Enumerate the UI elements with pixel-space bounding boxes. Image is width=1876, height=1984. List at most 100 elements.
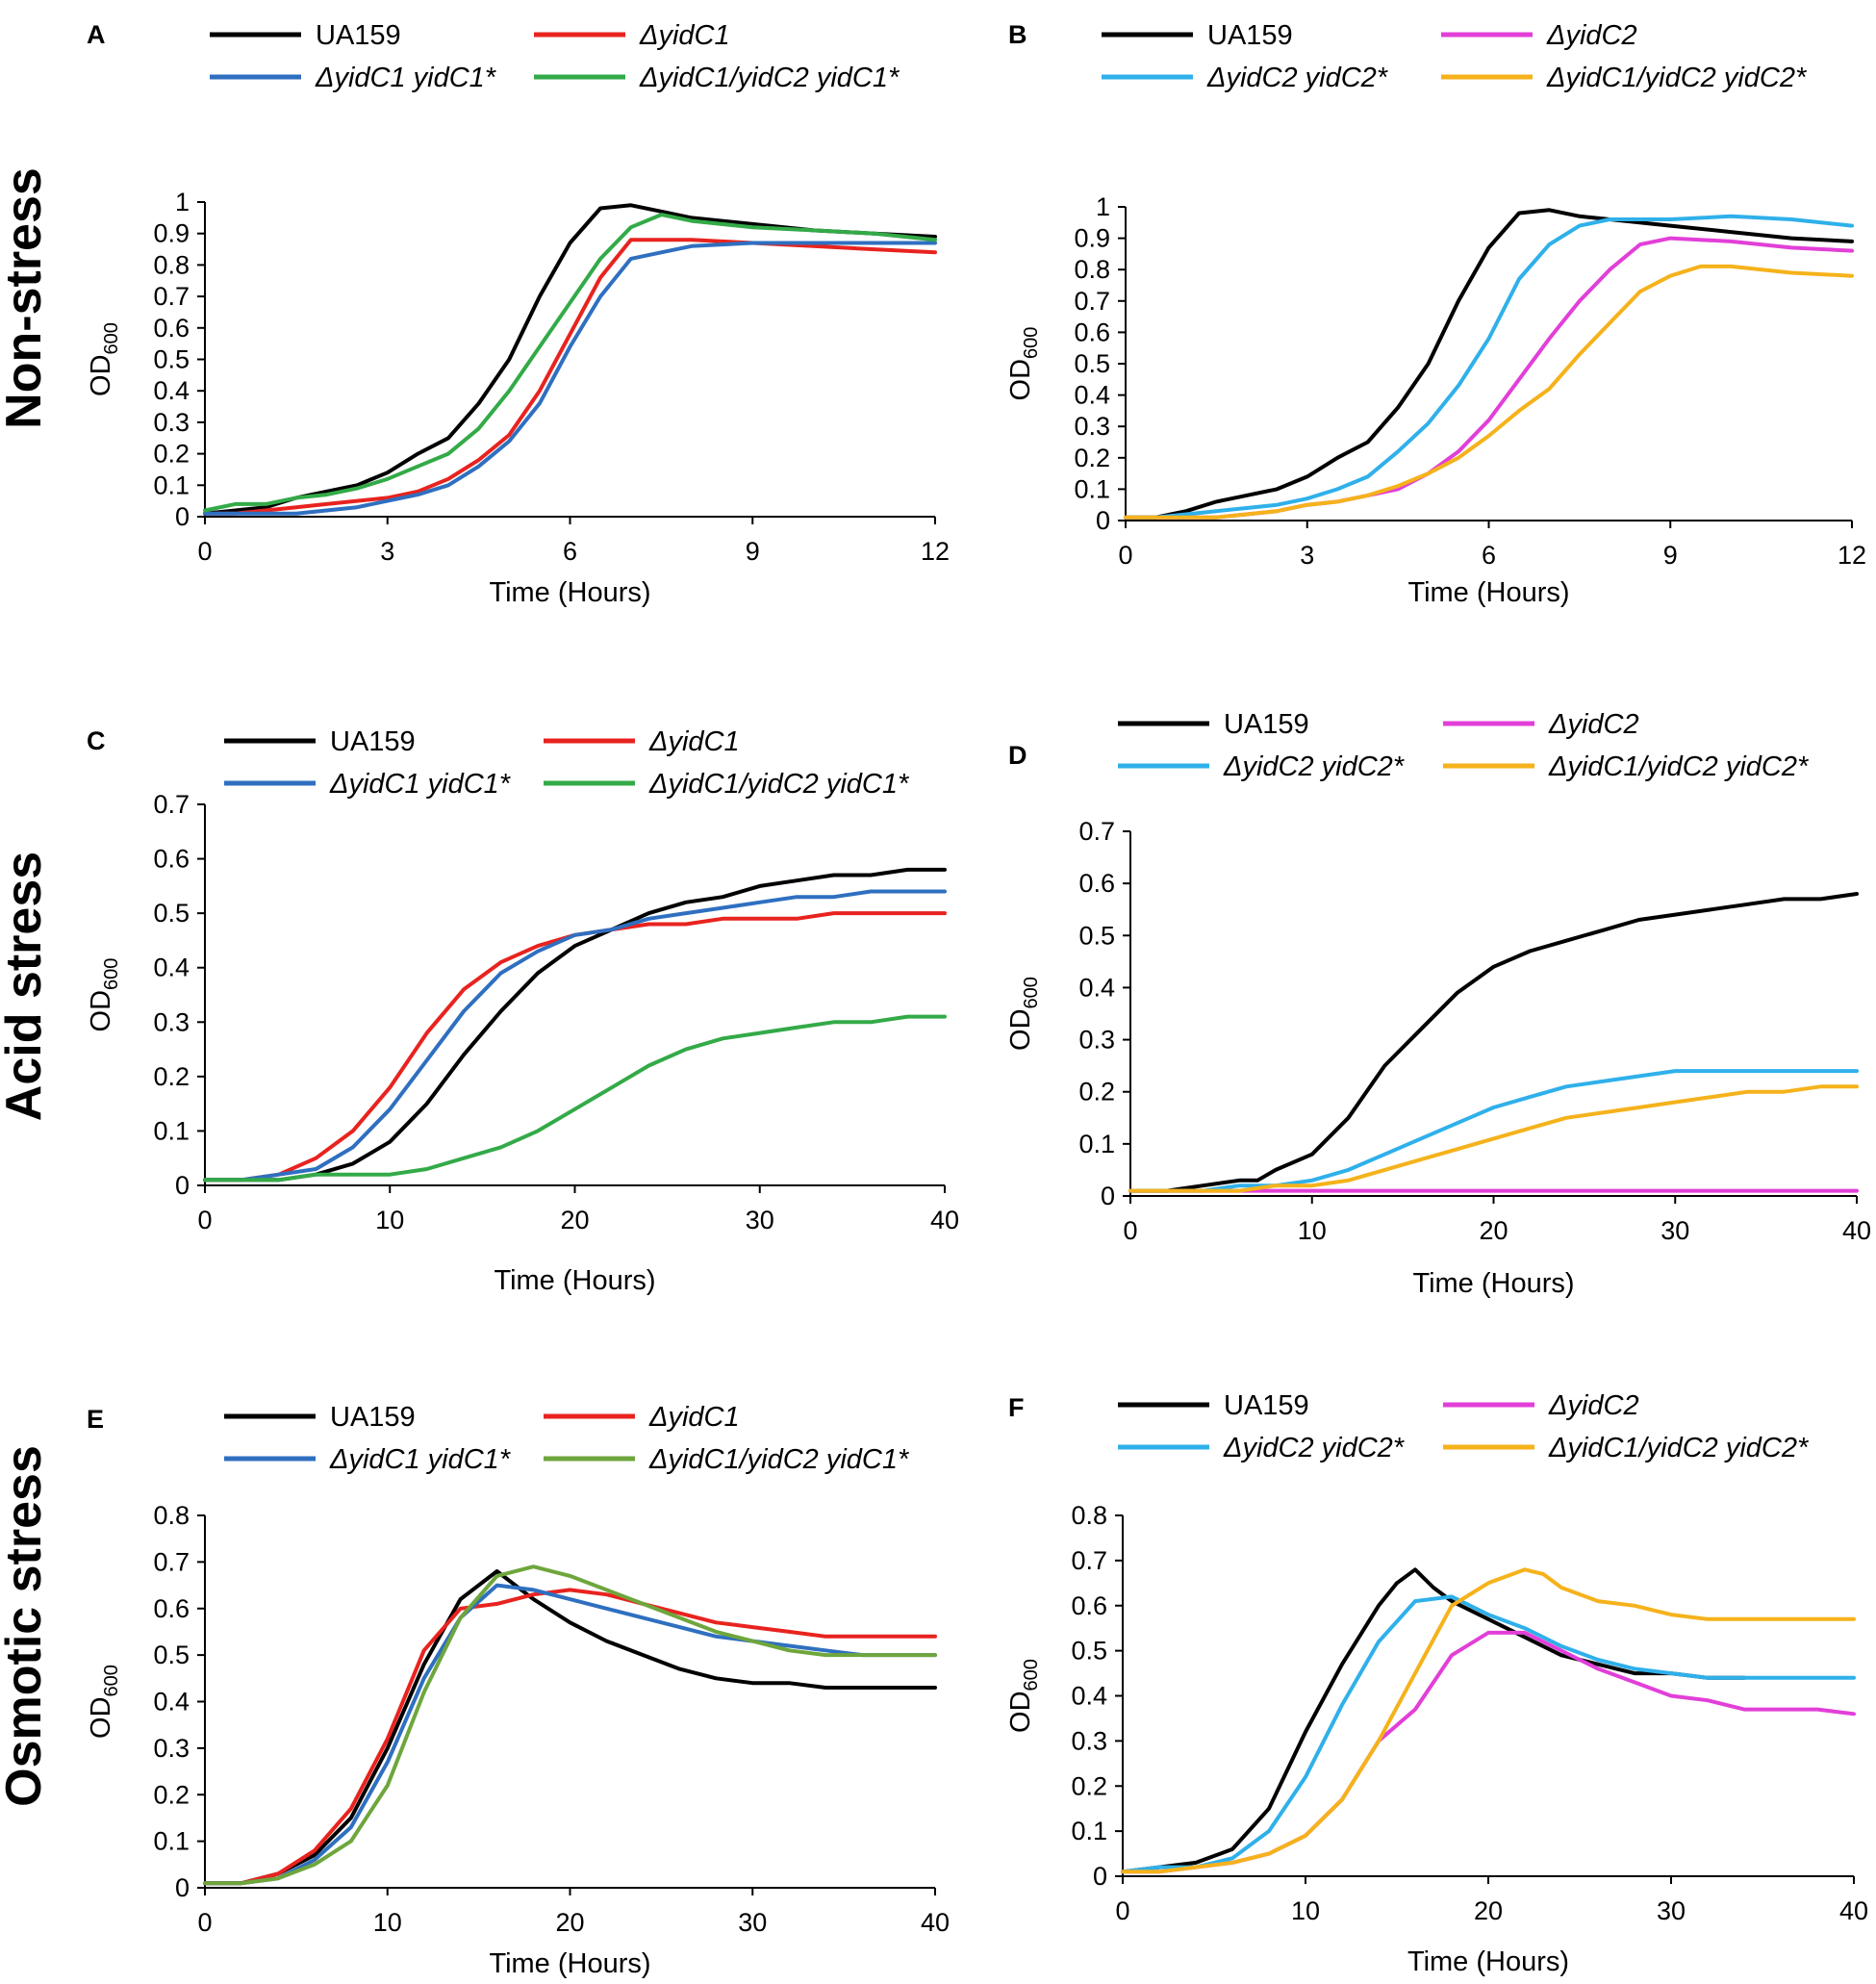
y-tick-label: 0.6 [153,1594,190,1623]
series-group [203,867,947,1183]
legend: UA159 ΔyidC2 ΔyidC2 yidC2* ΔyidC1/yidC2 yid… [1102,20,1808,93]
panel-a: A UA159 ΔyidC1 ΔyidC1 yidC1* ΔyidC1/yidC2 yi… [86,20,950,608]
panel-letter-c: C [87,726,106,755]
y-tick-label: 0.7 [1074,287,1110,316]
panel-letter-d: D [1008,741,1027,770]
axes: 0 0.1 0.2 0.3 0.4 0.5 0.6 0.7 0.8 0 10 20 30 40 [1071,1501,1868,1925]
x-tick-label: 30 [738,1908,767,1937]
panel-d: D UA159 ΔyidC2 ΔyidC2 yidC2* ΔyidC1/yidC2 yi… [1005,709,1871,1299]
panel-e: E UA159 ΔyidC1 ΔyidC1 yidC1* ΔyidC1/yidC2 yi… [86,1402,950,1979]
legend: UA159 ΔyidC1 ΔyidC1 yidC1* ΔyidC1/yidC2 yid… [224,726,910,800]
y-tick-label: 0.5 [153,345,190,374]
y-tick-label: 0.2 [1078,1078,1115,1106]
y-axis-title: OD600 [86,958,122,1032]
x-tick-label: 6 [1482,541,1496,570]
y-axis-title: OD600 [86,322,122,396]
x-tick-label: 30 [746,1206,774,1234]
y-tick-label: 1 [1096,192,1110,221]
series-line-ua159 [203,867,947,1183]
y-tick-label: 0.3 [1074,412,1110,441]
y-tick-label: 0.7 [153,282,190,311]
x-tick-label: 9 [746,537,760,566]
x-tick-label: 0 [1115,1896,1129,1925]
y-tick-label: 0.7 [153,1547,190,1576]
legend-label-delta-yidc1-yidc2-yidc2: ΔyidC1/yidC2 yidC2* [1548,751,1810,782]
series-line-delta-yidc1-yidc2-yidc1 [203,213,937,513]
series-line-delta-yidc1-yidc2-yidc2 [1121,1567,1856,1874]
legend-label-delta-yidc1-yidc2-yidc2: ΔyidC1/yidC2 yidC2* [1548,1433,1810,1463]
x-tick-label: 30 [1657,1896,1686,1925]
x-tick-label: 0 [197,1908,212,1937]
legend-label-delta-yidc1: ΔyidC1 [648,1402,740,1433]
y-tick-label: 1 [175,188,190,216]
y-tick-label: 0.6 [1078,869,1115,898]
x-tick-label: 0 [197,1206,212,1234]
x-tick-label: 20 [555,1908,584,1937]
panel-letter-f: F [1008,1393,1025,1422]
y-tick-label: 0.3 [153,1734,190,1763]
y-tick-label: 0.8 [1071,1501,1107,1530]
legend-label-ua159: UA159 [330,1402,416,1433]
legend-label-delta-yidc1: ΔyidC1 [639,20,730,51]
y-tick-label: 0.5 [1071,1637,1107,1666]
panel-letter-a: A [87,20,106,49]
y-tick-label: 0.5 [1078,921,1115,950]
x-tick-label: 3 [380,537,394,566]
x-tick-label: 0 [1118,541,1132,570]
y-tick-label: 0.4 [1074,381,1110,410]
y-tick-label: 0.3 [153,1007,190,1036]
series-line-delta-yidc1 [203,911,947,1183]
y-tick-label: 0.3 [1071,1726,1107,1755]
legend-label-delta-yidc1-yidc1: ΔyidC1 yidC1* [329,769,512,800]
panel-letter-b: B [1008,20,1027,49]
row-label-osmotic-stress: Osmotic stress [0,1445,52,1807]
legend-label-delta-yidc1-yidc2-yidc2: ΔyidC1/yidC2 yidC2* [1546,63,1808,93]
y-tick-label: 0.1 [1071,1817,1107,1845]
y-tick-label: 0.4 [153,376,190,405]
series-group [1121,1567,1856,1874]
series-group [203,1564,937,1886]
series-line-delta-yidc2 [1124,236,1854,520]
row-label-acid-stress: Acid stress [0,852,52,1121]
panel-b: B UA159 ΔyidC2 ΔyidC2 yidC2* ΔyidC1/yidC2 yi… [1005,20,1866,608]
y-tick-label: 0.7 [1078,817,1115,846]
x-tick-label: 10 [1298,1216,1327,1245]
y-axis-title: OD600 [1005,327,1042,401]
panel-f: F UA159 ΔyidC2 ΔyidC2 yidC2* ΔyidC1/yidC2 yi… [1005,1390,1868,1977]
y-tick-label: 0.2 [153,1780,190,1809]
axes: 0 0.1 0.2 0.3 0.4 0.5 0.6 0.7 0.8 0 10 20 30 40 [153,1501,950,1937]
legend-label-delta-yidc1-yidc1: ΔyidC1 yidC1* [329,1444,512,1475]
legend: UA159 ΔyidC2 ΔyidC2 yidC2* ΔyidC1/yidC2 yid… [1118,1390,1810,1463]
series-line-ua159 [1121,1567,1746,1874]
y-tick-label: 0.7 [1071,1546,1107,1575]
series-line-delta-yidc2-yidc2 [1121,1594,1856,1874]
series-line-delta-yidc1-yidc2-yidc1 [203,1014,947,1183]
panel-letter-e: E [87,1405,104,1434]
x-axis-title: Time (Hours) [494,1265,655,1296]
x-tick-label: 10 [375,1206,404,1234]
series-line-delta-yidc1-yidc2-yidc2 [1124,264,1854,520]
series-line-delta-yidc2-yidc2 [1128,1069,1859,1193]
series-line-ua159 [1128,892,1859,1193]
y-tick-label: 0.2 [1071,1771,1107,1800]
y-tick-label: 0.8 [1074,255,1110,284]
legend: UA159 ΔyidC1 ΔyidC1 yidC1* ΔyidC1/yidC2 yid… [210,20,900,93]
y-tick-label: 0 [1096,506,1110,535]
y-tick-label: 0.7 [153,790,190,819]
legend-label-ua159: UA159 [316,20,401,51]
axes: 0 0.1 0.2 0.3 0.4 0.5 0.6 0.7 0 10 20 30 40 [1078,817,1871,1245]
y-tick-label: 0.8 [153,1501,190,1530]
y-tick-label: 0.6 [1071,1591,1107,1620]
y-tick-label: 0.2 [1074,444,1110,472]
series-line-ua159 [1124,208,1854,520]
series-line-delta-yidc1 [203,238,937,516]
y-tick-label: 0.1 [153,1827,190,1856]
series-line-delta-yidc1 [203,1588,937,1886]
series-line-delta-yidc2-yidc2 [1124,214,1854,520]
x-tick-label: 10 [373,1908,402,1937]
x-tick-label: 6 [563,537,577,566]
y-axis-title: OD600 [1005,977,1042,1051]
y-tick-label: 0.5 [1074,349,1110,378]
x-tick-label: 9 [1663,541,1678,570]
